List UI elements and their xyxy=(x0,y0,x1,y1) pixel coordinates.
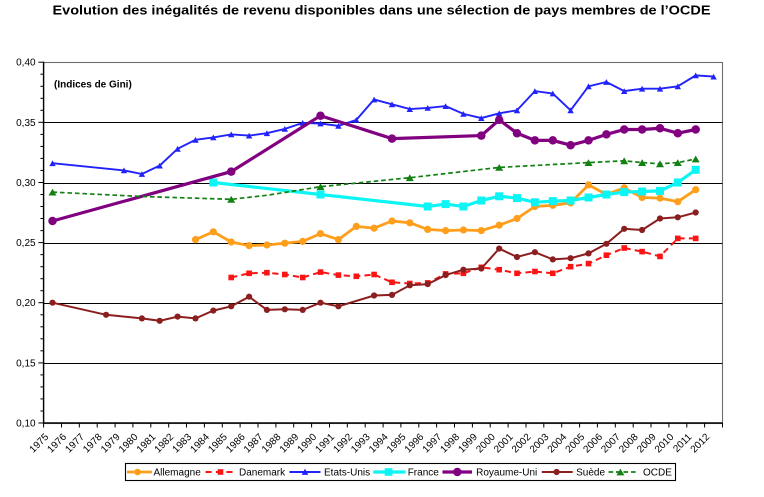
svg-text:0,25: 0,25 xyxy=(16,238,36,249)
svg-text:0,20: 0,20 xyxy=(16,298,36,309)
svg-text:Danemark: Danemark xyxy=(239,468,286,479)
svg-text:Etats-Unis: Etats-Unis xyxy=(324,468,370,479)
svg-text:0,10: 0,10 xyxy=(16,419,36,430)
svg-text:0,30: 0,30 xyxy=(16,178,36,189)
svg-text:0,15: 0,15 xyxy=(16,358,36,369)
svg-text:0,35: 0,35 xyxy=(16,118,36,129)
svg-text:France: France xyxy=(408,468,440,479)
svg-text:Royaume-Uni: Royaume-Uni xyxy=(476,468,537,479)
svg-text:Suède: Suède xyxy=(576,468,605,479)
svg-text:OCDE: OCDE xyxy=(643,468,672,479)
svg-text:Evolution des inégalités de re: Evolution des inégalités de revenu dispo… xyxy=(53,3,711,18)
svg-text:(Indices de Gini): (Indices de Gini) xyxy=(54,80,132,91)
svg-text:Allemagne: Allemagne xyxy=(154,468,202,479)
svg-text:0,40: 0,40 xyxy=(16,58,36,69)
